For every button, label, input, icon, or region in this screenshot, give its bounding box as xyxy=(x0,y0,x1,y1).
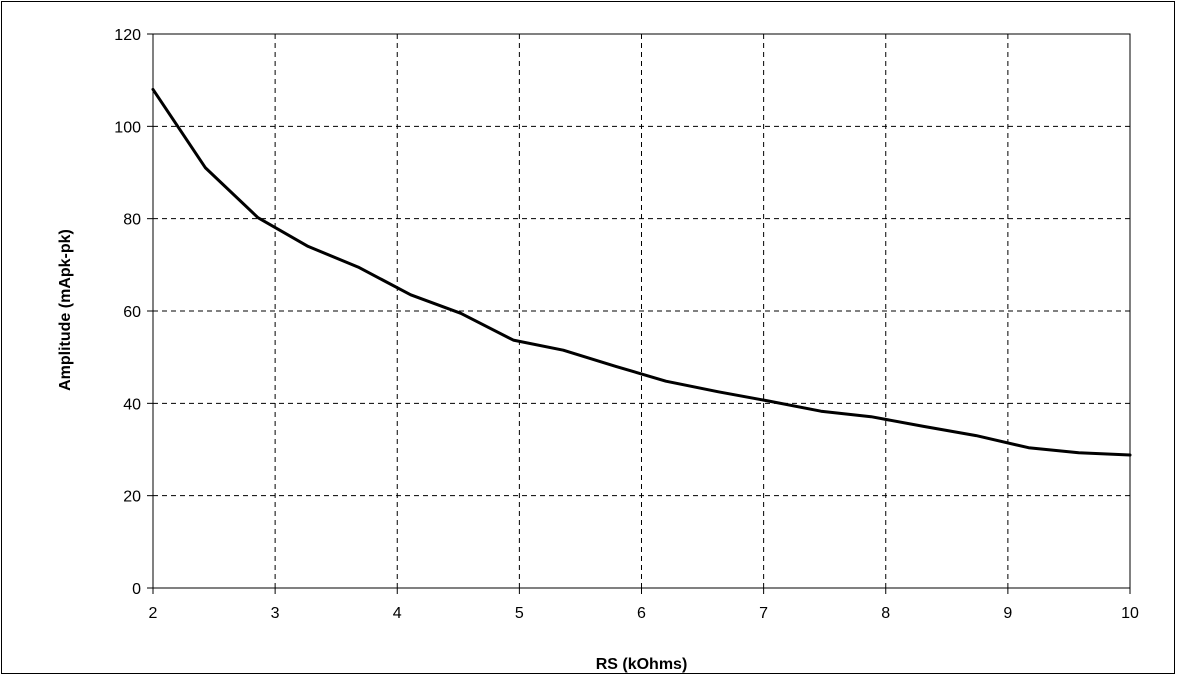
grid-lines xyxy=(153,34,1130,588)
y-tick-label: 0 xyxy=(132,581,141,598)
series-line-0 xyxy=(151,87,1132,457)
x-axis-title: RS (kOhms) xyxy=(596,656,688,673)
x-tick-label: 4 xyxy=(393,605,402,622)
x-tick-label: 6 xyxy=(637,605,646,622)
series-layer xyxy=(151,87,1132,457)
x-tick-label: 10 xyxy=(1121,605,1139,622)
x-tick-label: 3 xyxy=(271,605,280,622)
y-tick-label: 80 xyxy=(123,212,141,229)
y-tick-label: 120 xyxy=(114,27,141,44)
x-tick-label: 2 xyxy=(149,605,158,622)
y-axis-title: Amplitude (mApk-pk) xyxy=(57,229,74,391)
x-tick-label: 9 xyxy=(1003,605,1012,622)
y-tick-label: 100 xyxy=(114,119,141,136)
x-tick-label: 8 xyxy=(881,605,890,622)
y-tick-label: 20 xyxy=(123,489,141,506)
y-tick-label: 40 xyxy=(123,396,141,413)
x-tick-label: 7 xyxy=(759,605,768,622)
y-tick-label: 60 xyxy=(123,304,141,321)
x-tick-label: 5 xyxy=(515,605,524,622)
